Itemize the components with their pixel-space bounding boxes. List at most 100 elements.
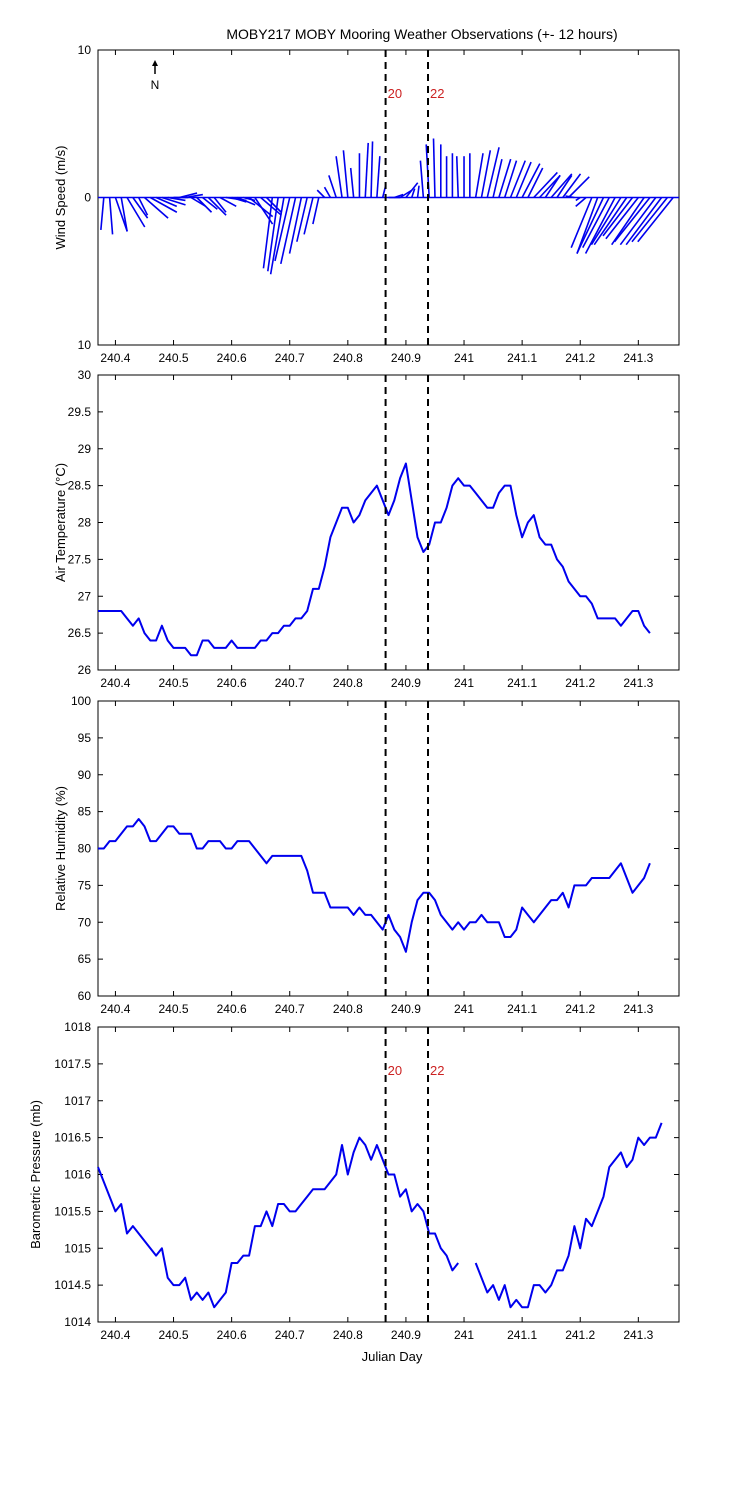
- barometric-pressure-x-tick-label: 241.3: [623, 1328, 653, 1342]
- wind-stick: [568, 176, 590, 199]
- wind-stick: [262, 197, 274, 269]
- wind-stick: [316, 189, 326, 199]
- wind-stick: [274, 197, 291, 262]
- relative-humidity-x-tick-label: 240.6: [217, 1002, 247, 1016]
- barometric-pressure-x-tick-label: 240.6: [217, 1328, 247, 1342]
- wind-stick: [161, 196, 186, 206]
- wind-stick: [266, 197, 279, 272]
- wind-stick: [576, 197, 599, 254]
- barometric-pressure-x-tick-label: 240.8: [333, 1328, 363, 1342]
- wind-stick: [419, 160, 425, 198]
- wind-stick: [480, 150, 492, 198]
- barometric-pressure-y-axis-label: Barometric Pressure (mb): [28, 1100, 43, 1249]
- wind-stick: [349, 167, 355, 198]
- air-temperature-x-tick-label: 240.8: [333, 676, 363, 690]
- wind-stick: [312, 197, 320, 225]
- air-temperature-x-tick-label: 240.9: [391, 676, 421, 690]
- barometric-pressure-x-tick-label: 240.9: [391, 1328, 421, 1342]
- barometric-pressure-y-tick-label: 1016.5: [54, 1131, 91, 1145]
- air-temperature-x-tick-label: 241.3: [623, 676, 653, 690]
- wind-stick: [126, 197, 146, 228]
- barometric-pressure-y-tick-label: 1014.5: [54, 1278, 91, 1292]
- air-temperature-y-tick-label: 28.5: [68, 479, 92, 493]
- barometric-pressure-x-tick-label: 240.4: [100, 1328, 130, 1342]
- wind-stick: [237, 196, 256, 206]
- air-temperature-x-tick-label: 240.7: [275, 676, 305, 690]
- wind-stick: [533, 171, 558, 199]
- relative-humidity-y-tick-label: 95: [78, 731, 92, 745]
- wind-stick: [605, 197, 639, 240]
- wind-x-tick-label: 241.3: [623, 351, 653, 365]
- air-temperature-series-line: [98, 462, 651, 657]
- relative-humidity-y-tick-label: 65: [78, 952, 92, 966]
- wind-stick: [114, 197, 128, 232]
- marker-label-20: 20: [388, 1063, 402, 1078]
- air-temperature-x-tick-label: 240.4: [100, 676, 130, 690]
- relative-humidity-y-axis-label: Relative Humidity (%): [53, 786, 68, 911]
- wind-x-tick-label: 240.4: [100, 351, 130, 365]
- barometric-pressure-x-tick-label: 241.1: [507, 1328, 537, 1342]
- barometric-pressure-series-line: [474, 1122, 663, 1309]
- wind-stick: [108, 197, 114, 235]
- barometric-pressure-x-tick-label: 240.5: [159, 1328, 189, 1342]
- air-temperature-y-tick-label: 29.5: [68, 405, 92, 419]
- relative-humidity-y-tick-label: 80: [78, 842, 92, 856]
- wind-stick: [515, 161, 532, 198]
- wind-x-tick-label: 240.7: [275, 351, 305, 365]
- wind-stick: [416, 185, 420, 198]
- wind-stick: [370, 141, 374, 198]
- wind-stick: [486, 147, 500, 198]
- wind-stick: [132, 197, 149, 219]
- wind-stick: [575, 196, 587, 207]
- wind-stick: [185, 193, 203, 199]
- wind-stick: [550, 173, 573, 199]
- wind-stick: [179, 192, 198, 199]
- air-temperature-y-axis-label: Air Temperature (°C): [53, 463, 68, 582]
- relative-humidity-y-tick-label: 70: [78, 915, 92, 929]
- barometric-pressure-y-tick-label: 1015: [64, 1241, 91, 1255]
- wind-stick: [269, 197, 285, 275]
- wind-stick: [213, 197, 227, 213]
- wind-stick: [570, 197, 593, 248]
- wind-stick: [503, 160, 518, 198]
- figure-title: MOBY217 MOBY Mooring Weather Observation…: [226, 26, 617, 42]
- wind-stick: [196, 196, 213, 213]
- barometric-pressure-series-line: [97, 1136, 459, 1309]
- relative-humidity-x-tick-label: 241.2: [565, 1002, 595, 1016]
- wind-stick: [575, 196, 581, 202]
- barometric-pressure-y-tick-label: 1017.5: [54, 1057, 91, 1071]
- wind-stick: [394, 193, 404, 199]
- wind-stick: [593, 197, 628, 246]
- wind-stick: [590, 197, 622, 246]
- relative-humidity-x-tick-label: 240.9: [391, 1002, 421, 1016]
- barometric-pressure-y-tick-label: 1015.5: [54, 1204, 91, 1218]
- air-temperature-y-tick-label: 26.5: [68, 626, 92, 640]
- wind-y-tick-label: 10: [78, 43, 92, 57]
- wind-stick: [202, 196, 218, 210]
- air-temperature-x-tick-label: 241.2: [565, 676, 595, 690]
- wind-stick: [576, 197, 605, 254]
- wind-stick: [120, 197, 128, 232]
- barometric-pressure-y-tick-label: 1014: [64, 1315, 91, 1329]
- wind-stick: [155, 196, 178, 208]
- relative-humidity-y-tick-label: 85: [78, 805, 92, 819]
- wind-stick: [323, 186, 332, 198]
- relative-humidity-y-tick-label: 100: [71, 694, 91, 708]
- wind-stick: [288, 197, 303, 254]
- relative-humidity-x-tick-label: 240.4: [100, 1002, 130, 1016]
- wind-stick: [328, 175, 337, 198]
- relative-humidity-panel: 240.4 240.5 240.6 240.7 240.8 240.9 241 241.1 24…: [53, 694, 680, 1016]
- wind-stick: [342, 150, 349, 198]
- wind-x-tick-label: 240.8: [333, 351, 363, 365]
- wind-x-tick-label: 241: [454, 351, 474, 365]
- wind-stick: [625, 197, 663, 246]
- north-arrow-head-icon: [152, 60, 158, 66]
- air-temperature-x-tick-label: 241.1: [507, 676, 537, 690]
- wind-stick: [584, 197, 616, 254]
- wind-stick: [474, 153, 484, 198]
- barometric-pressure-x-tick-label: 241.2: [565, 1328, 595, 1342]
- wind-stick: [376, 156, 381, 198]
- air-temperature-x-tick-label: 240.6: [217, 676, 247, 690]
- wind-x-tick-label: 240.6: [217, 351, 247, 365]
- wind-stick: [602, 197, 634, 237]
